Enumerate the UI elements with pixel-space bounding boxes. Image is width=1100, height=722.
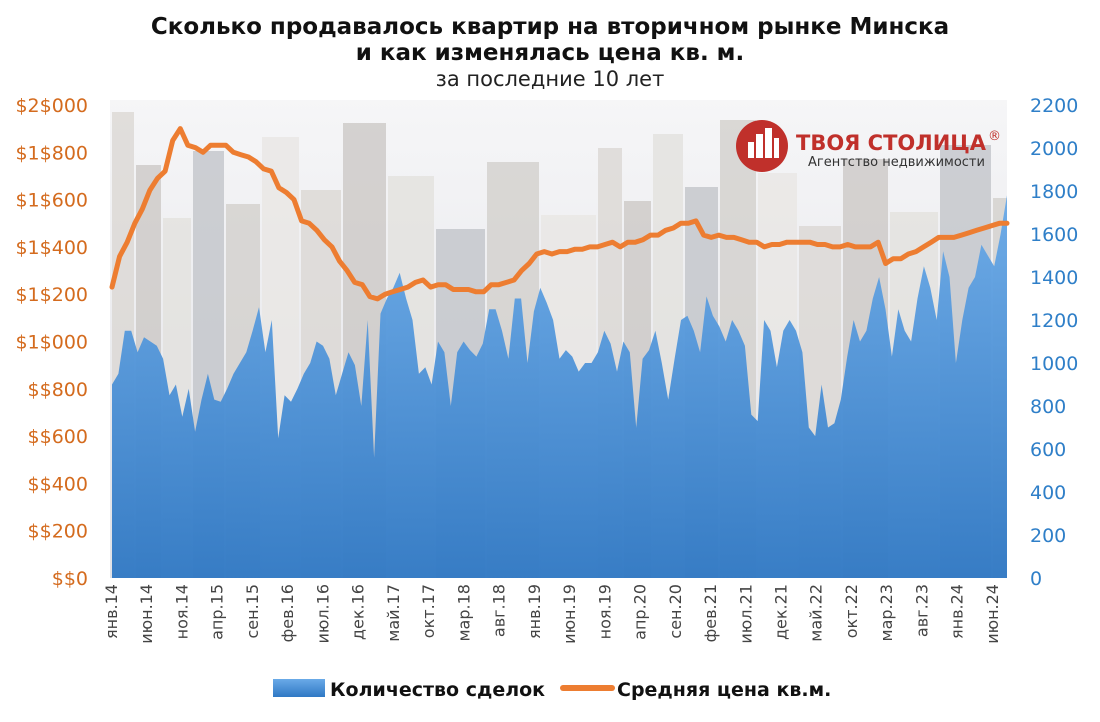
left-tick-label: $1$600 (15, 190, 88, 212)
x-tick-label: июл.16 (313, 584, 332, 644)
right-tick-label: 0 (1030, 568, 1042, 590)
x-tick-label: янв.19 (525, 584, 544, 639)
left-tick-label: $$0 (52, 568, 88, 590)
left-tick-label: $$400 (28, 473, 88, 495)
right-tick-label: 400 (1030, 482, 1066, 504)
right-tick-label: 1400 (1030, 267, 1078, 289)
left-tick-label: $$800 (28, 379, 88, 401)
logo-tagline: Агентство недвижимости (808, 155, 985, 170)
x-tick-label: ноя.19 (595, 584, 614, 639)
x-tick-label: июн.24 (983, 584, 1002, 644)
legend: Количество сделок Средняя цена кв.м. (273, 679, 831, 701)
right-tick-label: 200 (1030, 525, 1066, 547)
x-tick-label: дек.16 (349, 584, 368, 640)
left-tick-label: $2$000 (15, 95, 88, 117)
left-tick-label: $1$400 (15, 237, 88, 259)
x-tick-label: окт.17 (419, 584, 438, 638)
deals-area (112, 195, 1007, 579)
legend-swatch-deals (273, 679, 325, 697)
left-tick-label: $$200 (28, 521, 88, 543)
x-tick-label: июн.19 (560, 584, 579, 644)
left-tick-label: $1$000 (15, 332, 88, 354)
x-tick-label: июл.21 (736, 584, 755, 644)
chart-title-line1: Сколько продавалось квартир на вторичном… (151, 14, 949, 40)
right-tick-label: 800 (1030, 396, 1066, 418)
logo-buildings-icon (748, 128, 779, 158)
x-tick-label: май.22 (807, 584, 826, 642)
x-tick-label: ноя.14 (173, 584, 192, 639)
x-tick-label: фев.16 (278, 584, 297, 642)
x-tick-label: янв.24 (948, 584, 967, 639)
x-tick-label: июн.14 (137, 584, 156, 644)
right-tick-label: 1800 (1030, 181, 1078, 203)
x-tick-label: янв.14 (102, 584, 121, 639)
price-line-layer (109, 126, 1010, 302)
x-axis: янв.14 июн.14 ноя.14 апр.15 сен.15 фев.16 июл.… (102, 584, 1002, 644)
x-tick-label: сен.20 (666, 584, 685, 639)
right-tick-label: 1200 (1030, 310, 1078, 332)
x-tick-label: сен.15 (243, 584, 262, 639)
legend-label-deals: Количество сделок (330, 679, 545, 701)
deals-area-layer (112, 195, 1007, 579)
right-tick-label: 2200 (1030, 95, 1078, 117)
x-tick-label: мар.18 (454, 584, 473, 641)
x-tick-label: окт.22 (842, 584, 861, 638)
legend-label-price: Средняя цена кв.м. (617, 679, 831, 701)
right-tick-label: 2000 (1030, 138, 1078, 160)
right-axis: 0 200 400 600 800 1000 1200 1400 1600 1800 2000 220… (1030, 95, 1078, 590)
x-tick-label: авг.23 (912, 584, 931, 637)
logo-registered: ® (988, 129, 1001, 144)
x-tick-label: апр.15 (208, 584, 227, 640)
x-tick-label: дек.21 (772, 584, 791, 640)
logo-name: ТВОЯ СТОЛИЦА (796, 131, 987, 155)
x-tick-label: апр.20 (631, 584, 650, 640)
right-tick-label: 1600 (1030, 224, 1078, 246)
x-tick-label: май.17 (384, 584, 403, 642)
right-tick-label: 600 (1030, 439, 1066, 461)
chart-subtitle: за последние 10 лет (436, 67, 665, 91)
x-tick-label: авг.18 (490, 584, 509, 637)
x-tick-label: мар.23 (877, 584, 896, 641)
left-tick-label: $$600 (28, 426, 88, 448)
x-tick-label: фев.21 (701, 584, 720, 642)
right-tick-label: 1000 (1030, 353, 1078, 375)
price-line (109, 126, 1010, 302)
left-tick-label: $1$200 (15, 284, 88, 306)
left-axis: $$0 $$200 $$400 $$600 $$800 $1$000 $1$200 $1$40… (15, 95, 88, 590)
chart-title-line2: и как изменялась цена кв. м. (356, 40, 744, 66)
left-tick-label: $1$800 (15, 142, 88, 164)
brand-logo: ТВОЯ СТОЛИЦА ® Агентство недвижимости (736, 120, 1001, 172)
